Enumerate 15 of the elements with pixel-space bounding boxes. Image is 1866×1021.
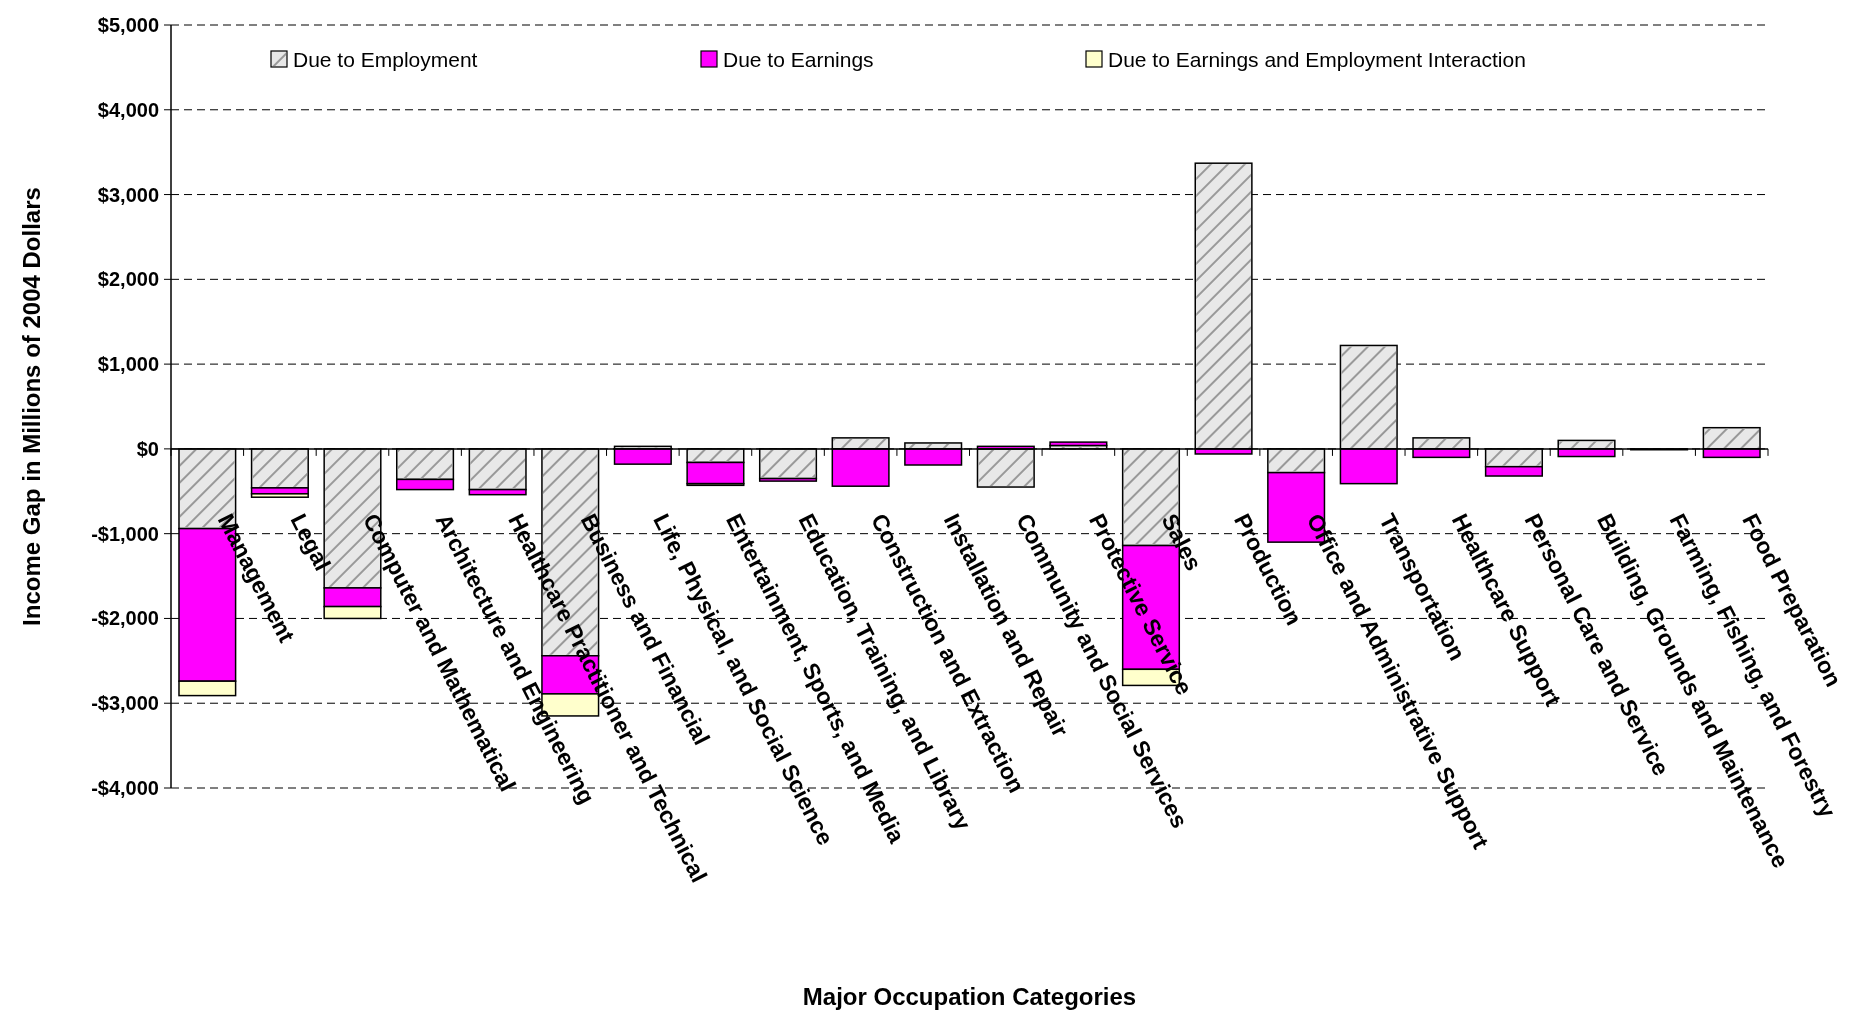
y-tick-label: $0 <box>136 437 159 460</box>
x-axis-title: Major Occupation Categories <box>802 983 1137 1010</box>
y-tick-label: $2,000 <box>97 268 159 291</box>
y-tick-label: -$1,000 <box>91 522 159 545</box>
legend-label: Due to Earnings <box>723 48 874 72</box>
y-tick-label: -$4,000 <box>91 777 159 799</box>
legend-label: Due to Employment <box>293 48 478 72</box>
y-tick-label: $1,000 <box>97 353 159 376</box>
legend-label: Due to Earnings and Employment Interaction <box>1108 48 1526 72</box>
y-axis-title: Income Gap in Millions of 2004 Dollars <box>18 187 45 626</box>
y-tick-label: $5,000 <box>97 14 159 36</box>
y-tick-label: $4,000 <box>97 98 159 121</box>
y-tick-label: $3,000 <box>97 183 159 206</box>
y-tick-label: -$2,000 <box>91 607 159 630</box>
y-tick-label: -$3,000 <box>91 692 159 715</box>
